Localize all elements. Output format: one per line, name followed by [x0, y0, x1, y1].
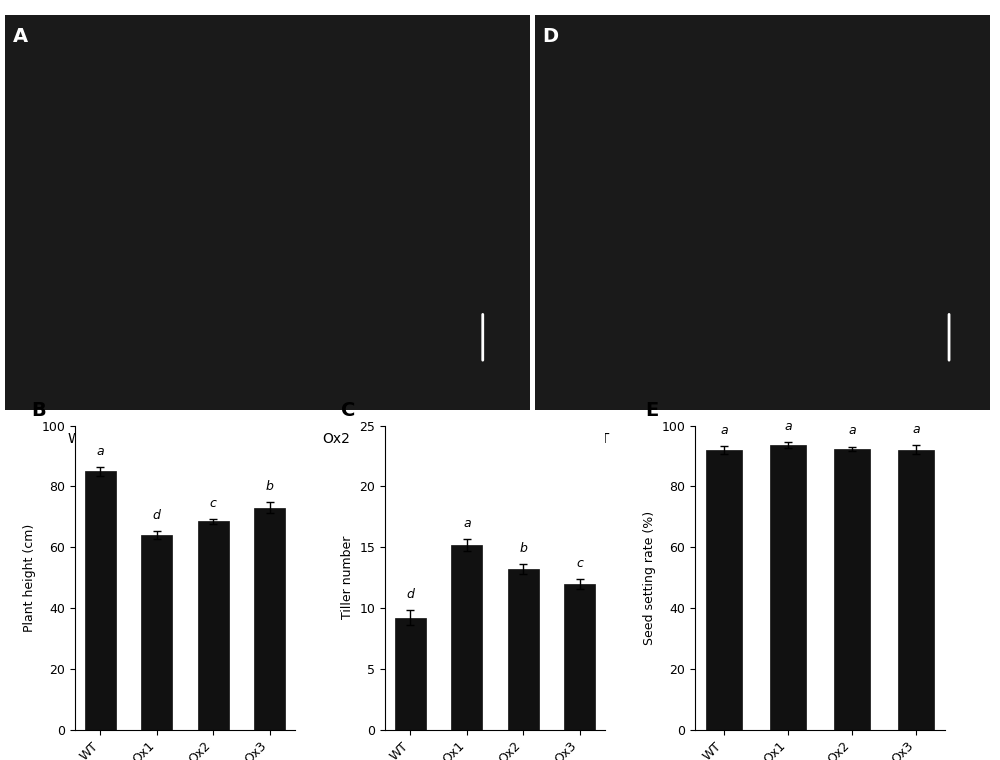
Bar — [706, 450, 742, 730]
Text: E: E — [645, 401, 658, 420]
Text: a: a — [720, 424, 728, 437]
Text: c: c — [210, 497, 217, 510]
Bar — [564, 584, 595, 730]
Text: Ox1: Ox1 — [190, 432, 218, 446]
Bar — [834, 449, 870, 730]
Text: Ox2: Ox2 — [322, 432, 350, 446]
Text: a: a — [784, 420, 792, 433]
Y-axis label: Seed setting rate (%): Seed setting rate (%) — [643, 511, 656, 644]
Y-axis label: Plant height (cm): Plant height (cm) — [23, 524, 36, 632]
Text: a: a — [97, 445, 104, 458]
Text: D: D — [542, 27, 558, 46]
Bar — [770, 445, 806, 730]
Text: c: c — [576, 556, 583, 570]
Text: d: d — [407, 588, 414, 601]
Bar — [198, 521, 229, 730]
Text: Ox1: Ox1 — [694, 432, 722, 446]
Text: d: d — [153, 509, 161, 522]
Y-axis label: Tiller number: Tiller number — [341, 536, 354, 619]
Text: a: a — [912, 423, 920, 436]
Text: C: C — [341, 401, 355, 420]
Text: b: b — [519, 542, 527, 555]
Text: Ox3: Ox3 — [908, 432, 936, 446]
Text: A: A — [13, 27, 28, 46]
Text: Ox3: Ox3 — [443, 432, 470, 446]
Bar — [508, 569, 539, 730]
Bar — [451, 545, 482, 730]
Bar — [898, 450, 934, 730]
Text: B: B — [31, 401, 46, 420]
Text: Ox2: Ox2 — [803, 432, 831, 446]
Text: WT: WT — [67, 432, 90, 446]
Bar — [254, 508, 285, 730]
Bar — [395, 618, 426, 730]
Text: a: a — [463, 517, 471, 530]
Text: b: b — [266, 480, 273, 493]
Text: a: a — [848, 424, 856, 438]
Bar — [85, 471, 116, 730]
Bar — [141, 535, 172, 730]
Text: WT: WT — [588, 432, 610, 446]
